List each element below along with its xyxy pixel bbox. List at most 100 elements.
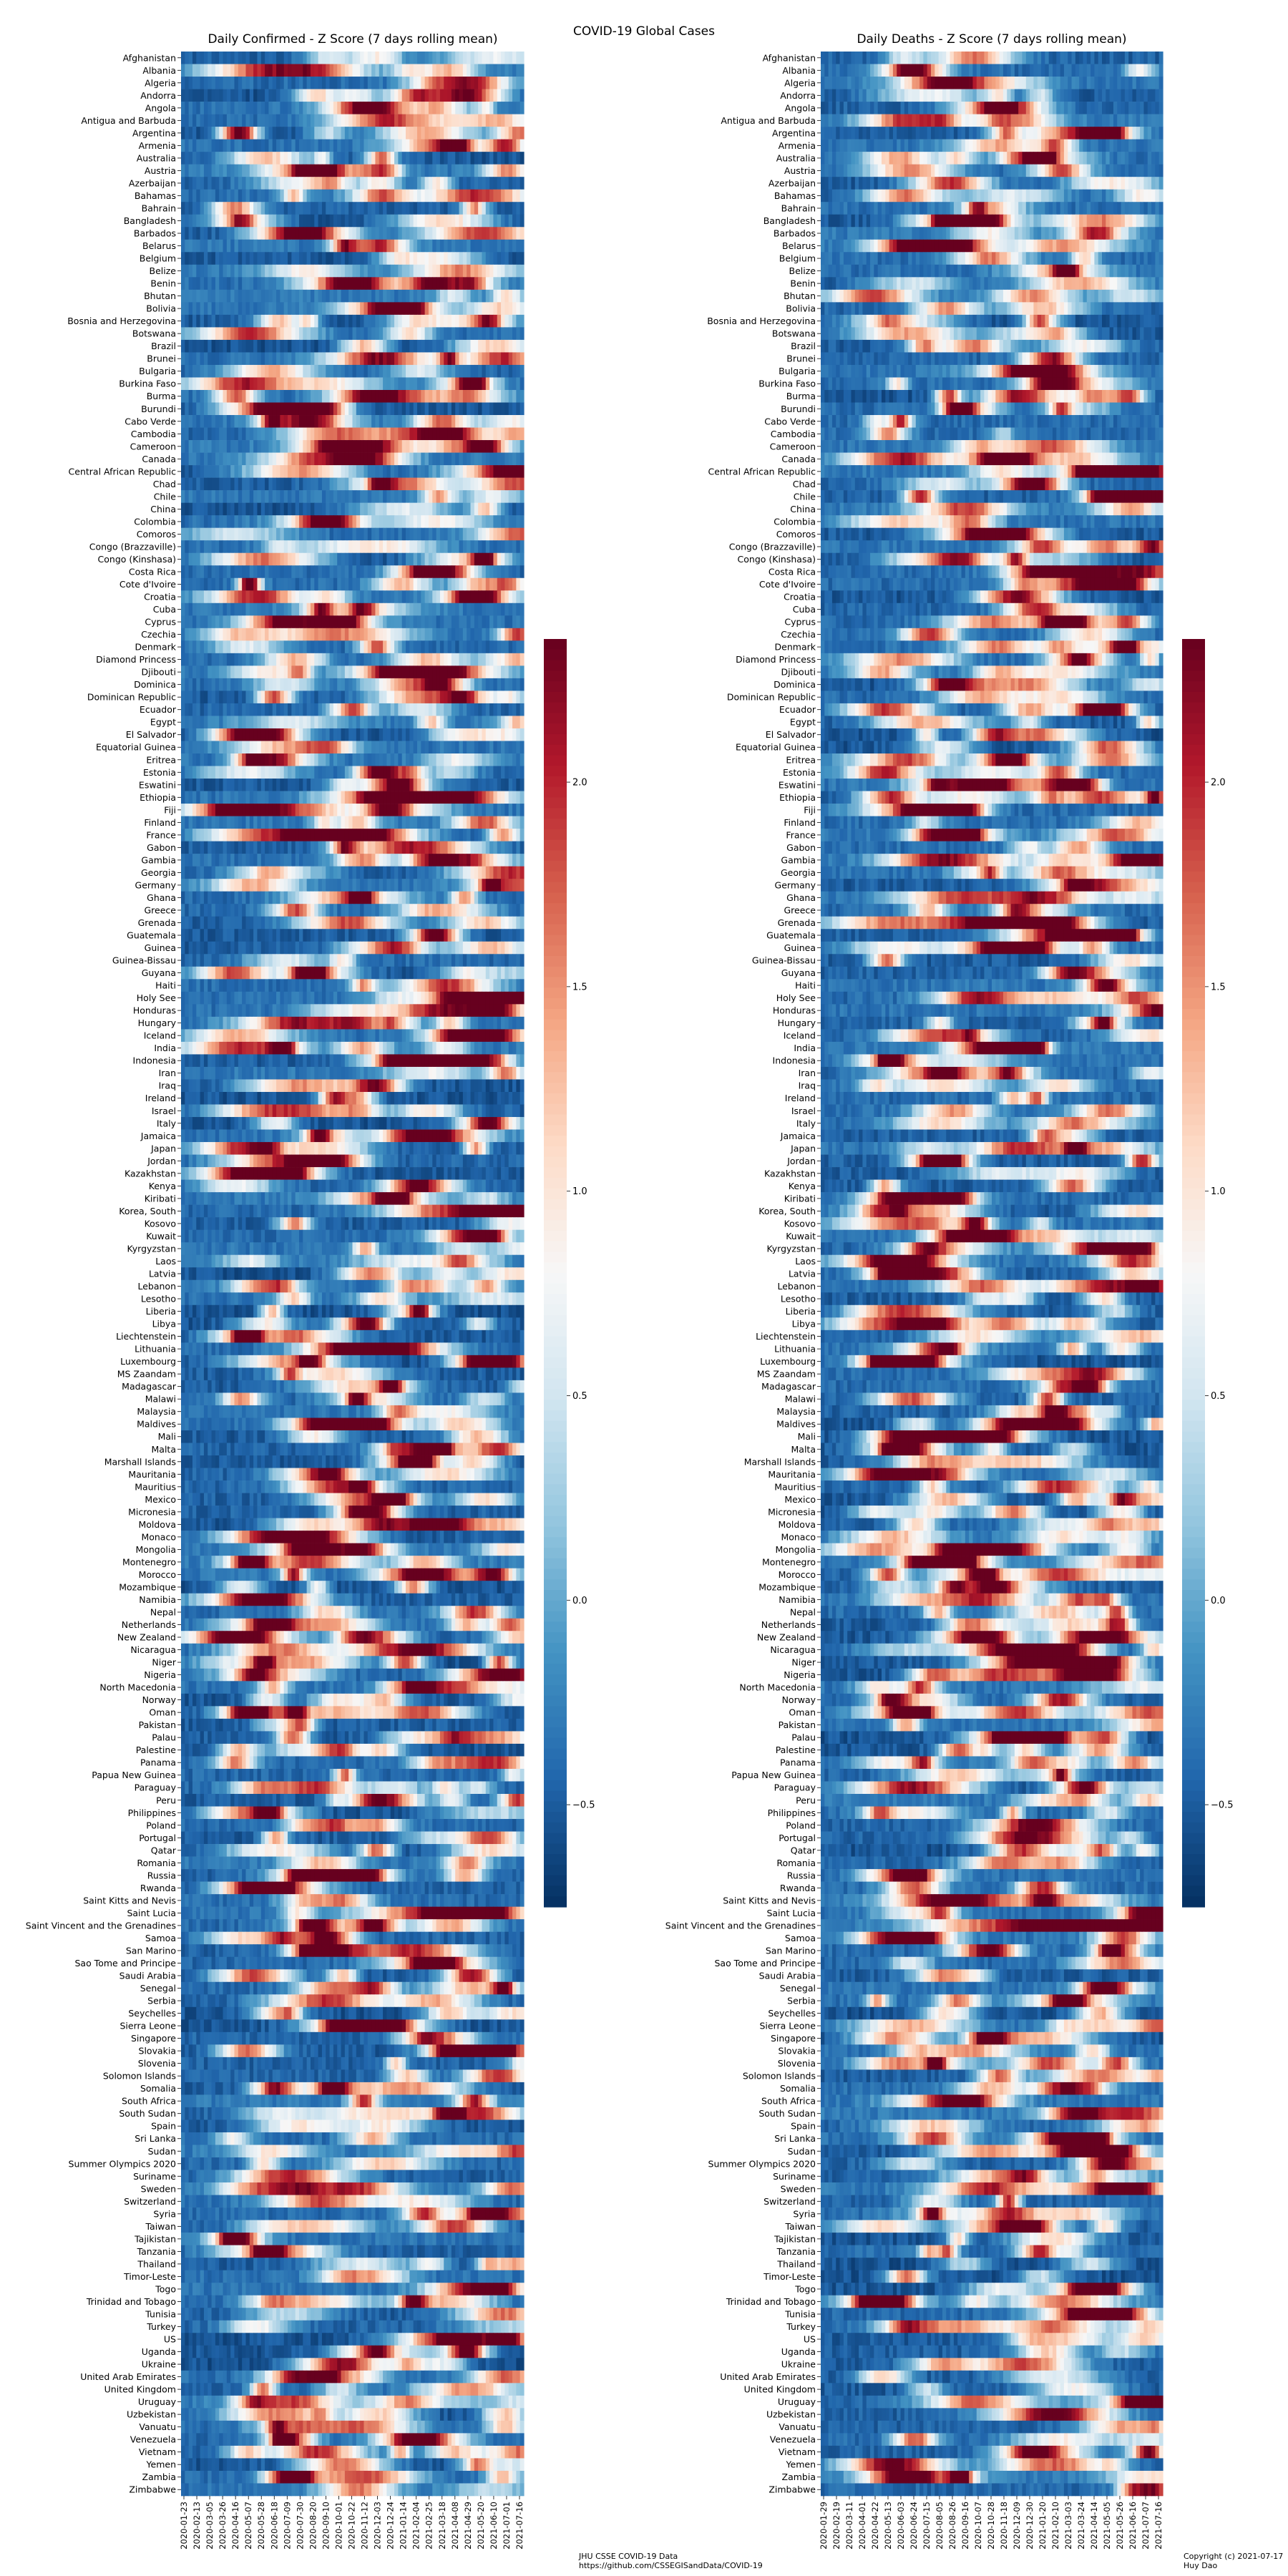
heatmap-cell (360, 728, 365, 741)
heatmap-cell (428, 527, 433, 541)
heatmap-cell (512, 577, 517, 591)
heatmap-cell (364, 653, 369, 666)
heatmap-cell (333, 415, 338, 428)
heatmap-cell (375, 678, 380, 691)
heatmap-cell (364, 703, 369, 716)
heatmap-cell (379, 277, 384, 291)
heatmap-cell (364, 102, 369, 114)
heatmap-cell (379, 628, 384, 641)
heatmap-cell (344, 678, 349, 691)
heatmap-cell (283, 64, 288, 77)
heatmap-cell (478, 565, 483, 579)
heatmap-cell (501, 590, 505, 604)
heatmap-cell (272, 465, 277, 478)
heatmap-cell (406, 452, 410, 466)
heatmap-cell (406, 615, 410, 629)
heatmap-cell (406, 189, 410, 203)
heatmap-cell (245, 77, 250, 89)
heatmap-cell (390, 114, 395, 127)
heatmap-cell (485, 665, 490, 679)
heatmap-cell (211, 64, 216, 77)
heatmap-cell (318, 703, 323, 716)
heatmap-cell (416, 277, 421, 291)
heatmap-cell (375, 577, 380, 591)
heatmap-cell (257, 452, 262, 466)
heatmap-cell (462, 577, 467, 591)
heatmap-cell (493, 477, 498, 491)
heatmap-cell (504, 264, 509, 278)
heatmap-cell (421, 389, 426, 403)
heatmap-cell (360, 377, 365, 391)
heatmap-cell (451, 628, 456, 641)
heatmap-cell (260, 214, 265, 228)
heatmap-cell (211, 628, 216, 641)
heatmap-cell (265, 653, 270, 666)
heatmap-cell (272, 402, 277, 416)
heatmap-cell (516, 89, 521, 102)
heatmap-cell (208, 415, 213, 428)
heatmap-cell (516, 565, 521, 579)
heatmap-cell (451, 77, 456, 89)
heatmap-cell (215, 152, 220, 165)
heatmap-cell (371, 364, 376, 378)
heatmap-cell (314, 352, 319, 366)
heatmap-cell (497, 152, 502, 165)
heatmap-cell (280, 728, 285, 741)
heatmap-cell (482, 590, 487, 604)
heatmap-cell (288, 527, 292, 541)
heatmap-cell (234, 590, 239, 604)
heatmap-cell (482, 227, 487, 240)
heatmap-cell (367, 427, 372, 441)
heatmap-cell (367, 52, 372, 64)
heatmap-cell (371, 527, 376, 541)
heatmap-cell (291, 277, 296, 291)
heatmap-cell (211, 402, 216, 416)
heatmap-cell (394, 89, 399, 102)
heatmap-cell (203, 302, 208, 316)
heatmap-cell (379, 477, 384, 491)
heatmap-cell (413, 127, 418, 140)
heatmap-cell (341, 665, 346, 679)
heatmap-cell (185, 640, 190, 654)
heatmap-cell (360, 540, 365, 554)
heatmap-cell (215, 364, 220, 378)
heatmap-cell (314, 602, 319, 616)
heatmap-cell (364, 64, 369, 77)
heatmap-cell (200, 465, 205, 478)
heatmap-cell (238, 77, 243, 89)
heatmap-cell (383, 114, 387, 127)
heatmap-cell (462, 590, 467, 604)
heatmap-cell (295, 640, 300, 654)
heatmap-cell (318, 490, 323, 503)
heatmap-cell (234, 277, 239, 291)
heatmap-cell (326, 552, 331, 566)
heatmap-cell (200, 252, 205, 265)
heatmap-cell (409, 364, 414, 378)
heatmap-cell (268, 653, 273, 666)
heatmap-cell (436, 289, 441, 303)
heatmap-cell (288, 64, 292, 77)
heatmap-cell (348, 252, 353, 265)
heatmap-cell (333, 327, 338, 341)
heatmap-cell (283, 264, 288, 278)
heatmap-cell (341, 52, 346, 64)
heatmap-cell (401, 339, 406, 353)
heatmap-cell (272, 277, 277, 291)
heatmap-cell (508, 389, 513, 403)
heatmap-cell (493, 264, 498, 278)
heatmap-cell (238, 552, 243, 566)
heatmap-cell (242, 164, 247, 177)
heatmap-cell (519, 352, 525, 366)
heatmap-cell (203, 527, 208, 541)
heatmap-cell (310, 64, 315, 77)
heatmap-cell (360, 628, 365, 641)
heatmap-cell (188, 227, 193, 240)
heatmap-cell (512, 339, 517, 353)
heatmap-cell (303, 678, 308, 691)
heatmap-cell (371, 202, 376, 215)
heatmap-cell (200, 490, 205, 503)
heatmap-cell (467, 565, 472, 579)
heatmap-cell (208, 590, 213, 604)
heatmap-cell (386, 703, 391, 716)
heatmap-cell (291, 502, 296, 516)
